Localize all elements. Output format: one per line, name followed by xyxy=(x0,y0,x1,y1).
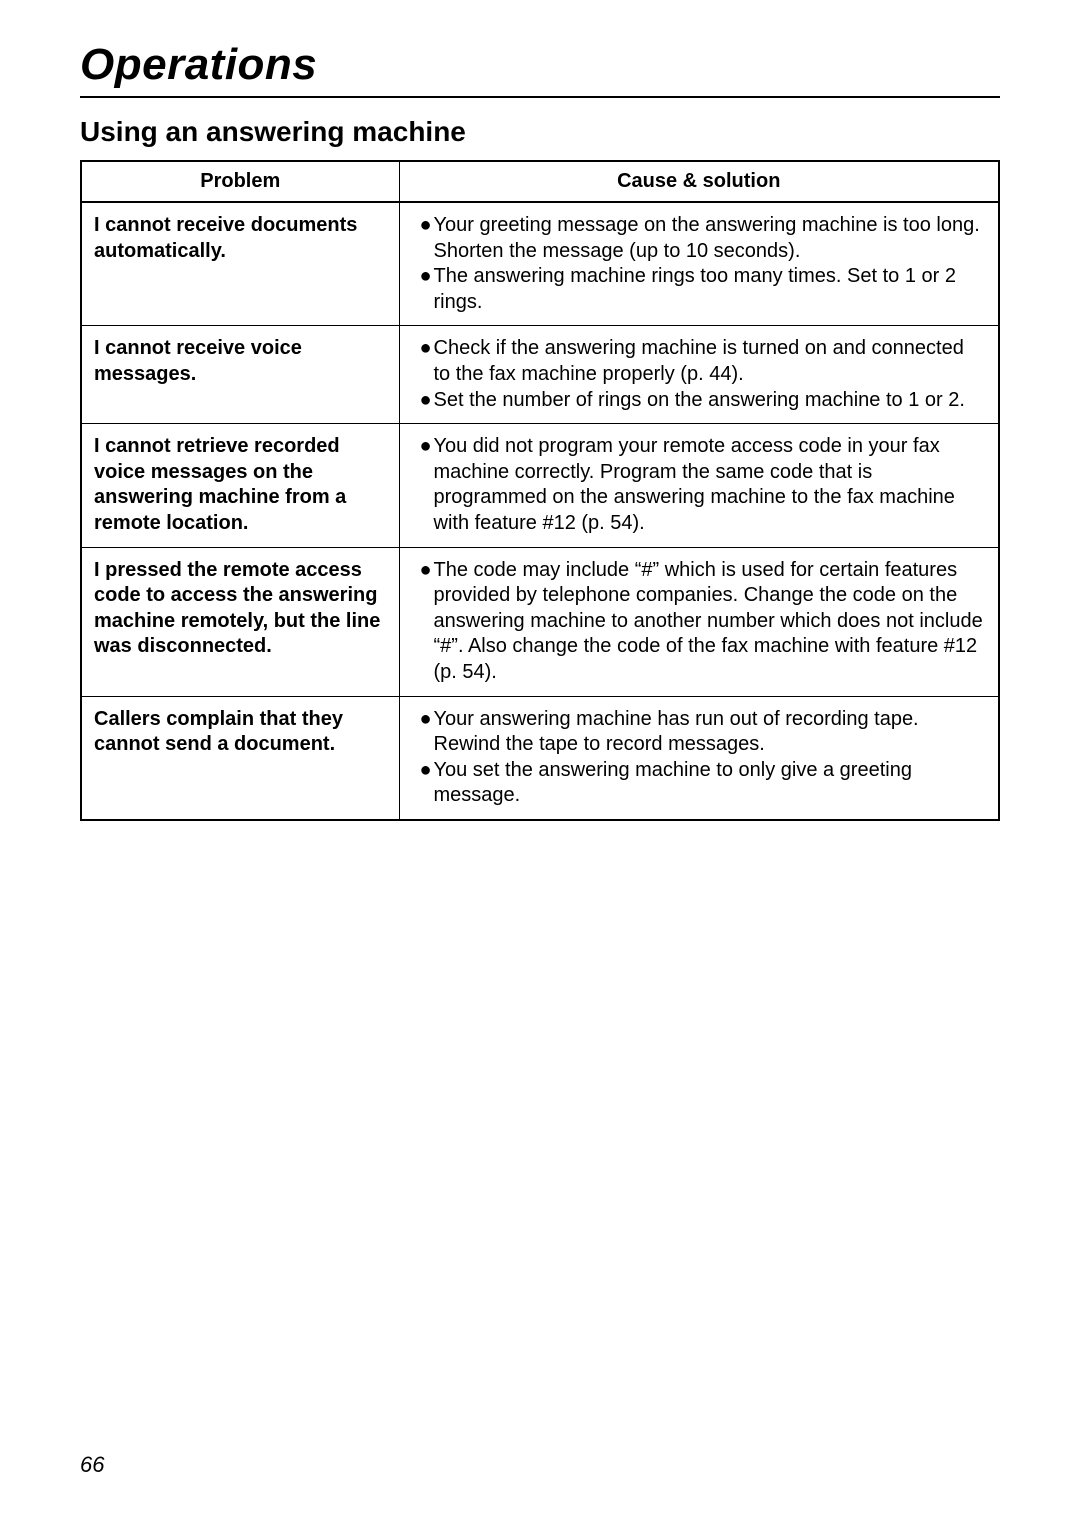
col-header-problem: Problem xyxy=(81,161,399,202)
solution-item: ●Set the number of rings on the answerin… xyxy=(412,388,987,414)
solution-item: ●The answering machine rings too many ti… xyxy=(412,264,987,315)
table-row: I cannot receive documents automatically… xyxy=(81,202,999,326)
bullet-icon: ● xyxy=(420,388,434,414)
solution-text: The answering machine rings too many tim… xyxy=(434,265,956,313)
solution-item: ●Your greeting message on the answering … xyxy=(412,213,987,264)
bullet-icon: ● xyxy=(420,434,434,460)
problem-cell: I cannot receive documents automatically… xyxy=(81,202,399,326)
solution-text: The code may include “#” which is used f… xyxy=(434,559,983,683)
troubleshoot-table: Problem Cause & solution I cannot receiv… xyxy=(80,160,1000,821)
solution-cell: ●Your answering machine has run out of r… xyxy=(399,696,999,820)
solution-item: ●You set the answering machine to only g… xyxy=(412,758,987,809)
solution-item: ●You did not program your remote access … xyxy=(412,434,987,536)
problem-cell: Callers complain that they cannot send a… xyxy=(81,696,399,820)
solution-text: Your answering machine has run out of re… xyxy=(434,708,919,756)
solution-cell: ●Your greeting message on the answering … xyxy=(399,202,999,326)
bullet-icon: ● xyxy=(420,264,434,290)
table-body: I cannot receive documents automatically… xyxy=(81,202,999,820)
bullet-icon: ● xyxy=(420,558,434,584)
solution-text: Your greeting message on the answering m… xyxy=(434,214,980,262)
page-number: 66 xyxy=(80,1452,104,1478)
col-header-solution: Cause & solution xyxy=(399,161,999,202)
solution-item: ●The code may include “#” which is used … xyxy=(412,558,987,686)
bullet-icon: ● xyxy=(420,336,434,362)
bullet-icon: ● xyxy=(420,707,434,733)
solution-text: Set the number of rings on the answering… xyxy=(434,389,965,411)
solution-item: ●Your answering machine has run out of r… xyxy=(412,707,987,758)
section-title: Operations xyxy=(80,40,1000,98)
solution-item: ●Check if the answering machine is turne… xyxy=(412,336,987,387)
table-header-row: Problem Cause & solution xyxy=(81,161,999,202)
bullet-icon: ● xyxy=(420,758,434,784)
table-row: Callers complain that they cannot send a… xyxy=(81,696,999,820)
solution-text: You set the answering machine to only gi… xyxy=(434,759,912,807)
bullet-icon: ● xyxy=(420,213,434,239)
table-row: I cannot retrieve recorded voice message… xyxy=(81,424,999,547)
solution-text: Check if the answering machine is turned… xyxy=(434,337,964,385)
solution-cell: ●You did not program your remote access … xyxy=(399,424,999,547)
problem-cell: I cannot receive voice messages. xyxy=(81,326,399,424)
table-row: I pressed the remote access code to acce… xyxy=(81,547,999,696)
section-subtitle: Using an answering machine xyxy=(80,116,1000,148)
table-row: I cannot receive voice messages. ●Check … xyxy=(81,326,999,424)
problem-cell: I pressed the remote access code to acce… xyxy=(81,547,399,696)
page: Operations Using an answering machine Pr… xyxy=(0,0,1080,1526)
solution-cell: ●Check if the answering machine is turne… xyxy=(399,326,999,424)
solution-text: You did not program your remote access c… xyxy=(434,435,955,534)
problem-cell: I cannot retrieve recorded voice message… xyxy=(81,424,399,547)
solution-cell: ●The code may include “#” which is used … xyxy=(399,547,999,696)
table-head: Problem Cause & solution xyxy=(81,161,999,202)
